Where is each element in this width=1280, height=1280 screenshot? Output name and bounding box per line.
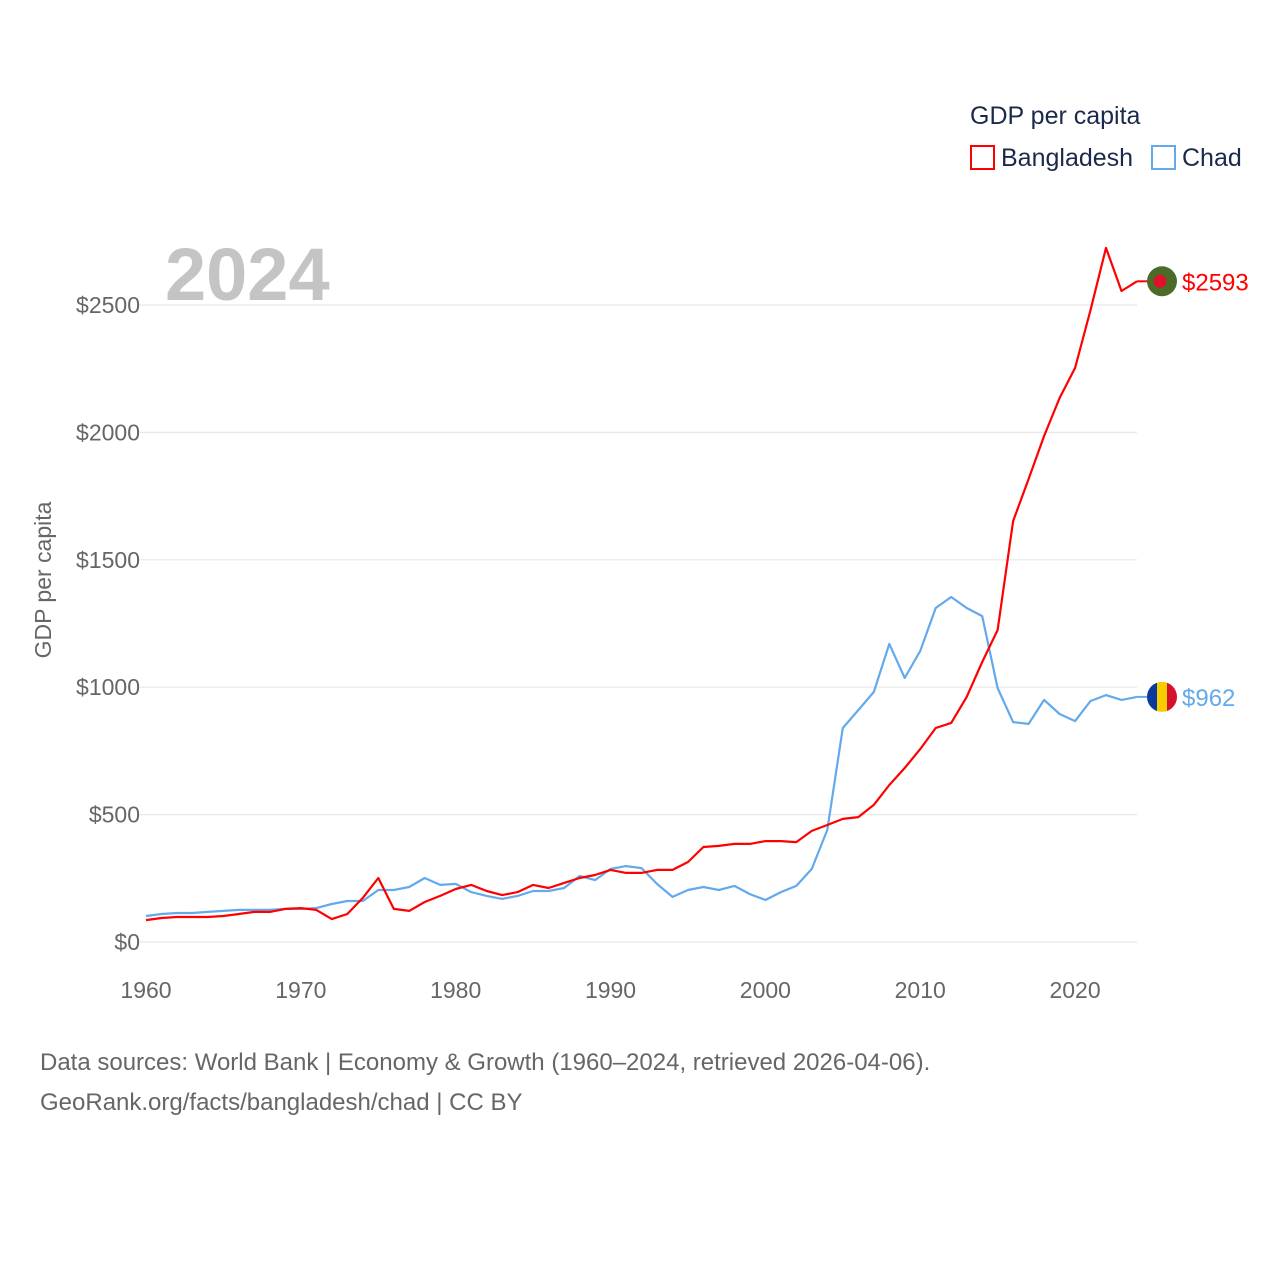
series-line-chad bbox=[145, 595, 1138, 918]
y-tick-label: $2500 bbox=[76, 292, 140, 318]
end-value-label: $2593 bbox=[1182, 269, 1249, 296]
y-tick-label: $0 bbox=[114, 929, 140, 955]
x-tick-label: 2010 bbox=[895, 977, 946, 1003]
year-label: 2024 bbox=[165, 233, 330, 316]
data-source-text: Data sources: World Bank | Economy & Gro… bbox=[40, 1049, 931, 1076]
gridlines bbox=[140, 304, 1137, 943]
series-lines bbox=[145, 246, 1138, 922]
x-tick-label: 1990 bbox=[585, 977, 636, 1003]
x-tick-label: 1980 bbox=[430, 977, 481, 1003]
y-tick-label: $2000 bbox=[76, 419, 140, 445]
legend-swatch-chad bbox=[1151, 145, 1176, 170]
bangladesh-flag-icon bbox=[1147, 266, 1177, 297]
x-tick-label: 2000 bbox=[740, 977, 791, 1003]
legend: GDP per capita Bangladesh Chad bbox=[970, 102, 1242, 172]
legend-swatch-bangladesh bbox=[970, 145, 995, 170]
legend-label-bangladesh: Bangladesh bbox=[1001, 144, 1133, 172]
chad-flag-icon bbox=[1147, 681, 1177, 712]
flag-stripe-blue bbox=[1147, 681, 1157, 712]
series-end-markers: $962 $2593 bbox=[1137, 266, 1249, 712]
x-tick-label: 1960 bbox=[120, 977, 171, 1003]
footer: Data sources: World Bank | Economy & Gro… bbox=[40, 1043, 930, 1123]
flag-stripe-red bbox=[1167, 681, 1177, 712]
y-axis-label: GDP per capita bbox=[30, 501, 56, 658]
y-tick-label: $1500 bbox=[76, 547, 140, 573]
y-tick-label: $500 bbox=[89, 802, 140, 828]
flag-disc bbox=[1153, 274, 1167, 288]
legend-label-chad: Chad bbox=[1182, 144, 1242, 172]
y-axis-ticks: $0 $500 $1000 $1500 $2000 $2500 bbox=[76, 292, 140, 955]
attribution-link[interactable]: GeoRank.org/facts/bangladesh/chad | CC B… bbox=[40, 1089, 523, 1116]
legend-title: GDP per capita bbox=[970, 102, 1141, 130]
x-tick-label: 1970 bbox=[275, 977, 326, 1003]
flag-stripe-yellow bbox=[1157, 681, 1167, 712]
series-line-bangladesh bbox=[145, 246, 1138, 922]
y-tick-label: $1000 bbox=[76, 674, 140, 700]
x-axis-ticks: 1960 1970 1980 1990 2000 2010 2020 bbox=[120, 977, 1100, 1003]
x-tick-label: 2020 bbox=[1049, 977, 1100, 1003]
end-value-label: $962 bbox=[1182, 685, 1235, 712]
